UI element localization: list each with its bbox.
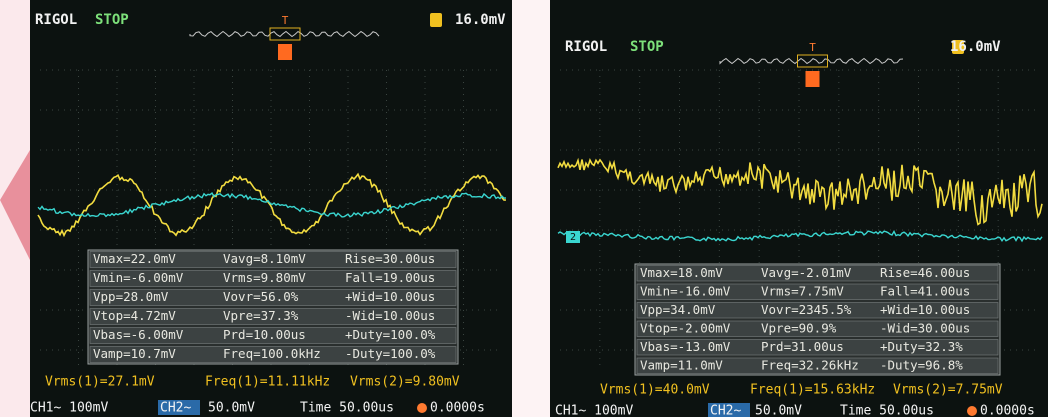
footer-item: CH1~ 100mV — [555, 404, 633, 417]
status: STOP — [630, 39, 664, 55]
measure-cell: Rise=46.00us — [880, 265, 970, 280]
measure-cell: Vavg=-2.01mV — [761, 265, 852, 280]
measure-row — [89, 346, 457, 363]
trigger-level: 16.0mV — [455, 12, 506, 28]
readout: Vrms(2)=7.75mV — [893, 383, 1003, 398]
measure-cell: +Duty=32.3% — [880, 339, 963, 354]
measure-cell: Freq=32.26kHz — [761, 357, 859, 372]
measure-cell: Vpre=37.3% — [223, 308, 299, 323]
footer-item: Time 50.00us — [840, 404, 934, 417]
readout: Freq(1)=15.63kHz — [750, 383, 875, 398]
measure-cell: Vrms=9.80mV — [223, 270, 306, 285]
ch1-icon — [430, 13, 442, 27]
trigger-marker: T — [282, 14, 289, 27]
measure-cell: +Duty=100.0% — [345, 327, 436, 342]
trigger-marker: T — [809, 41, 816, 54]
footer-item: 50.0mV — [755, 404, 802, 417]
measure-cell: Prd=10.00us — [223, 327, 306, 342]
trigger-pos — [278, 44, 292, 60]
timebase-bar — [719, 57, 904, 65]
measure-cell: Vavg=8.10mV — [223, 251, 306, 266]
ch2-marker-box — [566, 231, 580, 243]
measure-row — [636, 265, 999, 282]
measure-cell: Vmax=22.0mV — [93, 251, 176, 266]
measure-cell: Vpp=28.0mV — [93, 289, 169, 304]
footer-item: 0.0000s — [430, 401, 485, 416]
measure-cell: -Wid=10.00us — [345, 308, 435, 323]
ch2-badge — [158, 400, 200, 415]
measure-cell: -Duty=96.8% — [880, 357, 963, 372]
measure-row — [636, 302, 999, 319]
brand: RIGOL — [35, 12, 77, 28]
readout: Vrms(1)=27.1mV — [45, 375, 155, 390]
footer-item: CH1~ 100mV — [30, 401, 108, 416]
measure-cell: Vovr=2345.5% — [761, 302, 852, 317]
ch1-trace — [37, 172, 507, 238]
measure-cell: +Wid=10.00us — [345, 289, 435, 304]
measure-cell: Fall=19.00us — [345, 270, 435, 285]
watermark — [0, 150, 30, 260]
measure-cell: Vtop=-2.00mV — [640, 320, 731, 335]
measure-cell: +Wid=10.00us — [880, 302, 970, 317]
measure-cell: Rise=30.00us — [345, 251, 435, 266]
screen: RIGOL STOP T 16.0mV 2 Vmax=18.0mV Vavg=-2.01mV… — [550, 0, 1048, 417]
measure-row — [89, 289, 457, 306]
footer-item: CH2~ — [710, 404, 741, 417]
footer-item: 50.0mV — [208, 401, 255, 416]
measure-cell: Vrms=7.75mV — [761, 283, 844, 298]
measure-cell: Vmin=-6.00mV — [93, 270, 184, 285]
ch2-badge — [708, 403, 750, 417]
measure-table — [87, 249, 459, 365]
trigger-window — [797, 54, 828, 68]
measure-row — [89, 251, 457, 268]
measure-row — [636, 357, 999, 374]
measure-cell: Vmin=-16.0mV — [640, 283, 731, 298]
measure-row — [636, 283, 999, 300]
measure-cell: Prd=31.00us — [761, 339, 844, 354]
footer-item: 0.0000s — [980, 404, 1035, 417]
timebase-bar — [189, 30, 380, 38]
ch2-trace — [37, 192, 507, 218]
measure-cell: Vbas=-6.00mV — [93, 327, 184, 342]
trigger-window — [269, 27, 301, 41]
measure-cell: -Duty=100.0% — [345, 346, 436, 361]
gap — [512, 0, 550, 417]
measure-row — [636, 320, 999, 337]
footer-item: Time 50.00us — [300, 401, 394, 416]
trigger-icon — [417, 403, 427, 413]
readout: Vrms(1)=40.0mV — [600, 383, 710, 398]
measure-cell: Vtop=4.72mV — [93, 308, 176, 323]
measure-cell: Vpp=34.0mV — [640, 302, 716, 317]
measure-cell: Vpre=90.9% — [761, 320, 837, 335]
screen: RIGOL STOP T 16.0mV Vmax=22.0mV Vavg=8.10mV Ri… — [30, 0, 512, 417]
measure-cell: Vbas=-13.0mV — [640, 339, 731, 354]
ch2-trace — [557, 230, 1043, 243]
readout: Freq(1)=11.11kHz — [205, 375, 330, 390]
footer-item: CH2~ — [160, 401, 191, 416]
measure-cell: Vamp=10.7mV — [93, 346, 176, 361]
measure-cell: Vmax=18.0mV — [640, 265, 723, 280]
ch1-trace — [557, 157, 1043, 226]
measure-row — [89, 308, 457, 325]
measure-cell: Freq=100.0kHz — [223, 346, 321, 361]
measure-table — [634, 263, 1001, 376]
readout: Vrms(2)=9.80mV — [350, 375, 460, 390]
measure-cell: Vovr=56.0% — [223, 289, 299, 304]
brand: RIGOL — [565, 39, 607, 55]
measure-cell: Vamp=11.0mV — [640, 357, 723, 372]
status: STOP — [95, 12, 129, 28]
measure-row — [636, 339, 999, 356]
ch1-icon — [952, 40, 964, 54]
measure-row — [89, 270, 457, 287]
measure-cell: Fall=41.00us — [880, 283, 970, 298]
trigger-level: 16.0mV — [950, 39, 1001, 55]
measure-row — [89, 327, 457, 344]
ch2-marker: 2 — [570, 232, 576, 243]
trigger-pos — [805, 71, 820, 87]
trigger-icon — [967, 406, 977, 416]
measure-cell: -Wid=30.00us — [880, 320, 970, 335]
